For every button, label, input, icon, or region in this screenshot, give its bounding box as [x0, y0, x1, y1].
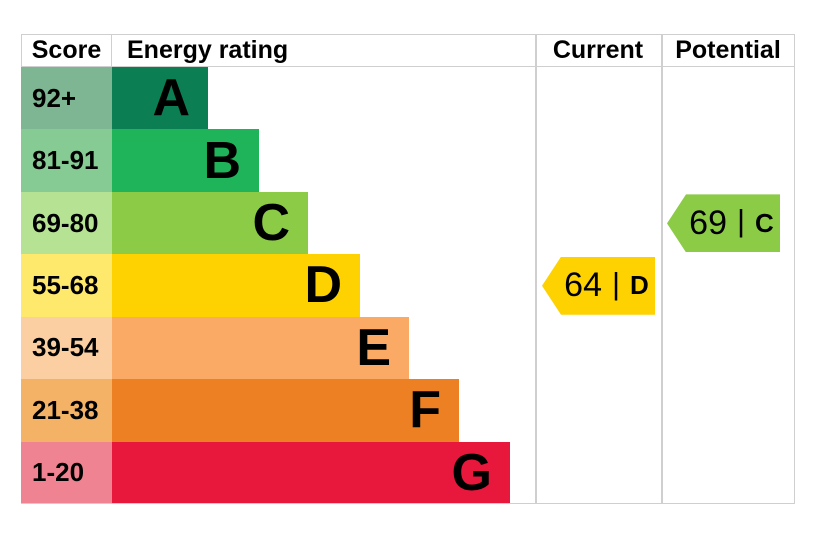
- band-bar-b: B: [112, 129, 259, 192]
- band-letter-d: D: [304, 256, 342, 315]
- score-cell: 21-38: [21, 379, 112, 442]
- epc-rating-chart: Score Energy rating Current Potential 92…: [21, 34, 795, 504]
- potential-score-value: 69: [689, 203, 727, 242]
- band-bar-a: A: [112, 67, 208, 130]
- score-range-label: 39-54: [32, 332, 99, 363]
- band-row-g: 1-20 G: [21, 441, 795, 504]
- band-letter-b: B: [203, 131, 241, 190]
- bar-area: C: [112, 191, 535, 255]
- band-bar-g: G: [112, 441, 510, 504]
- score-cell: 81-91: [21, 129, 112, 192]
- band-bar-d: D: [112, 254, 360, 317]
- potential-separator: |: [736, 203, 746, 239]
- header-energy-rating: Energy rating: [127, 36, 289, 64]
- current-rating-arrow: 64 | D: [542, 256, 655, 315]
- chart-header: Score Energy rating Current Potential: [21, 34, 795, 67]
- band-row-a: 92+ A: [21, 67, 795, 130]
- bottom-border: [21, 502, 795, 504]
- band-letter-c: C: [252, 194, 290, 253]
- score-range-label: 1-20: [32, 457, 85, 488]
- potential-rating-letter: C: [755, 207, 774, 238]
- band-bar-f: F: [112, 379, 459, 442]
- bar-area: A: [112, 67, 535, 130]
- band-row-f: 21-38 F: [21, 379, 795, 442]
- current-rating-letter: D: [630, 270, 649, 301]
- score-cell: 39-54: [21, 316, 112, 380]
- band-row-b: 81-91 B: [21, 129, 795, 192]
- band-letter-e: E: [356, 318, 391, 377]
- bar-area: G: [112, 441, 535, 504]
- bar-area: B: [112, 129, 535, 192]
- potential-column-divider: [661, 34, 663, 504]
- score-range-label: 21-38: [32, 394, 99, 425]
- score-cell: 92+: [21, 67, 112, 130]
- header-potential: Potential: [675, 36, 781, 64]
- band-row-e: 39-54 E: [21, 316, 795, 380]
- score-range-label: 55-68: [32, 269, 99, 300]
- potential-rating-arrow: 69 | C: [667, 194, 780, 253]
- score-range-label: 92+: [32, 82, 77, 113]
- score-range-label: 69-80: [32, 207, 99, 238]
- bar-area: F: [112, 379, 535, 442]
- current-column-divider: [535, 34, 537, 504]
- band-letter-f: F: [409, 381, 441, 440]
- score-cell: 69-80: [21, 191, 112, 255]
- score-range-label: 81-91: [32, 145, 99, 176]
- header-current: Current: [552, 36, 644, 64]
- band-rows: 92+ A 81-91 B 69-80 C 55-68 D 39-54: [21, 67, 795, 504]
- band-letter-g: G: [451, 443, 492, 502]
- current-score-value: 64: [564, 266, 602, 305]
- current-separator: |: [611, 265, 621, 301]
- band-row-d: 55-68 D: [21, 254, 795, 317]
- score-cell: 55-68: [21, 254, 112, 317]
- bar-area: D: [112, 254, 535, 317]
- bar-area: E: [112, 316, 535, 380]
- band-bar-e: E: [112, 316, 409, 380]
- score-cell: 1-20: [21, 441, 112, 504]
- band-row-c: 69-80 C: [21, 191, 795, 255]
- band-bar-c: C: [112, 191, 308, 255]
- right-border: [793, 34, 795, 504]
- header-score: Score: [21, 35, 112, 66]
- band-letter-a: A: [152, 69, 190, 128]
